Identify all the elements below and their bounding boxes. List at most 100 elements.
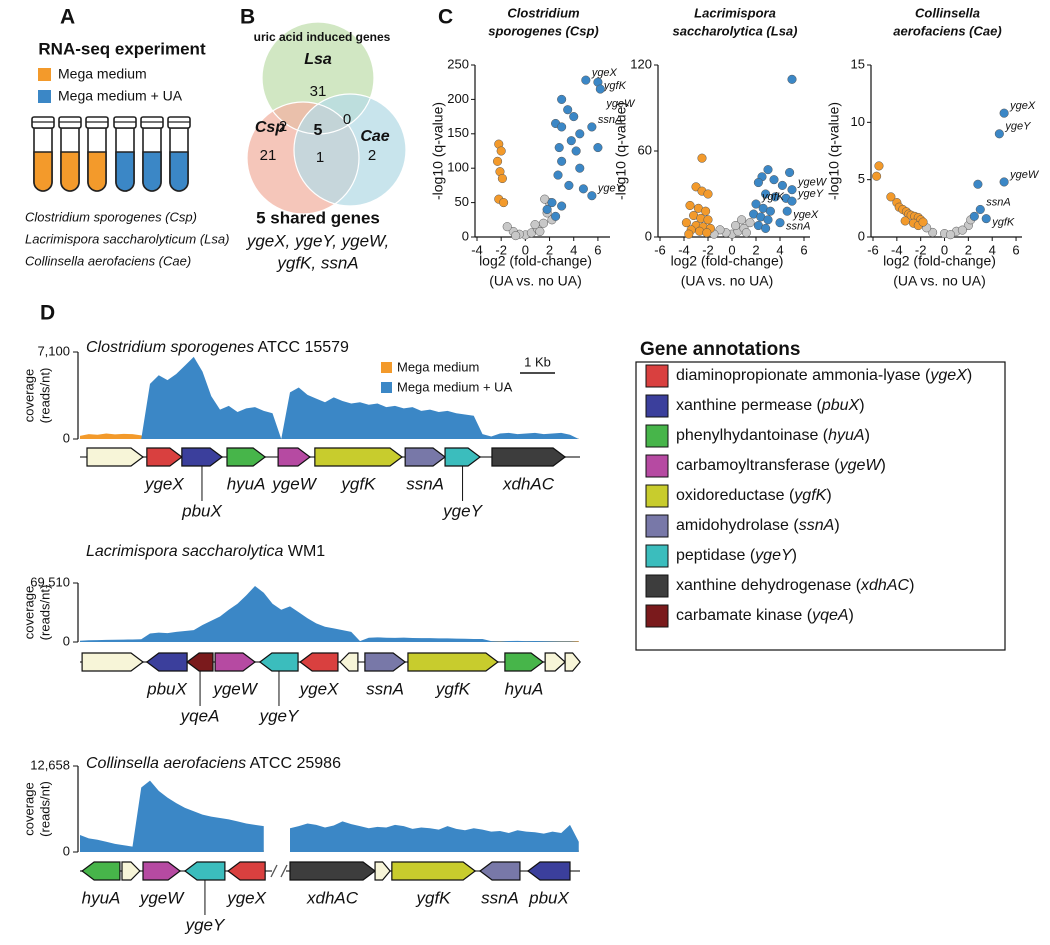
generated: Clostridium sporogenes (Csp) log2 (fold-ch…	[21, 5, 1039, 934]
y-axis-label: (reads/nt)	[37, 781, 52, 837]
point-label: ssnA	[786, 221, 810, 233]
venn-outline	[261, 21, 375, 135]
y-axis-label: -log10 (q-value)	[613, 102, 629, 200]
legend-text-part: xdhAC	[860, 577, 909, 594]
y-axis-label: coverage	[21, 782, 36, 835]
legend-text-part: )	[792, 547, 797, 564]
x-tick-label: -2	[915, 242, 927, 257]
gene-label: ygeX	[226, 888, 266, 907]
point	[557, 122, 567, 132]
chart-title: sporogenes (Csp)	[488, 23, 599, 38]
legend-title: Gene annotations	[640, 339, 800, 360]
gene	[391, 861, 477, 881]
venn-title: uric acid induced genes	[254, 30, 391, 44]
legend-text-part: hyuA	[828, 427, 864, 444]
x-axis-label: (UA vs. no UA)	[681, 273, 774, 289]
tube-liquid	[115, 151, 135, 192]
point-label: ygfK	[603, 80, 627, 92]
gene	[227, 861, 266, 881]
legend-label: carbamoyltransferase (ygeW)	[676, 457, 886, 474]
point-label: ygeY	[797, 188, 824, 200]
point	[593, 143, 603, 153]
point	[775, 218, 785, 228]
venn-count: 2	[279, 118, 287, 135]
gene	[564, 652, 581, 672]
break-gap	[272, 862, 286, 880]
point-label: ygeW	[605, 98, 636, 110]
gene	[214, 652, 256, 672]
gene-label: ssnA	[366, 679, 404, 698]
point	[945, 230, 956, 240]
axis-break	[270, 862, 288, 880]
panel-label: D	[40, 302, 55, 325]
venn-count: 2	[368, 147, 376, 164]
x-tick-label: 4	[776, 242, 783, 257]
point	[999, 177, 1009, 187]
x-tick-label: -6	[654, 242, 666, 257]
point-label: ygfK	[761, 191, 785, 203]
y-tick-label: 10	[851, 114, 865, 129]
y-tick-label: 0	[858, 228, 865, 243]
y-tick-label: 0	[63, 633, 70, 648]
point-label: ssnA	[598, 114, 622, 126]
y-axis-label: (reads/nt)	[37, 368, 52, 424]
x-tick-label: -4	[891, 242, 903, 257]
point	[765, 206, 775, 216]
legend-label: carbamate kinase (yqeA)	[676, 607, 854, 624]
legend-text-part: oxidoreductase (	[676, 487, 795, 504]
x-tick-label: -4	[678, 242, 690, 257]
legend-text-part: ygeY	[754, 547, 793, 564]
legend-box	[635, 361, 1006, 651]
x-tick-label: -6	[867, 242, 879, 257]
point	[886, 192, 896, 202]
legend-text-part: )	[881, 457, 886, 474]
gene-label: yqeA	[180, 706, 220, 725]
point	[587, 122, 597, 132]
legend-label: amidohydrolase (ssnA)	[676, 517, 840, 534]
point	[499, 198, 509, 208]
y-tick-label: 0	[63, 430, 70, 445]
tube-liquid	[142, 151, 162, 192]
y-tick-label: 15	[851, 56, 865, 71]
legend-text-part: ssnA	[799, 517, 835, 534]
gene-label: pbuX	[146, 679, 187, 698]
venn-count: 31	[310, 83, 327, 100]
scale-label: 1 Kb	[524, 354, 551, 369]
y-tick-label: 5	[858, 171, 865, 186]
y-tick-label: 120	[630, 56, 652, 71]
gene-label: xdhAC	[502, 474, 555, 493]
organism: Lacrimispora saccharolyticum (Lsa)	[25, 231, 229, 246]
gene	[491, 447, 567, 467]
point	[575, 129, 585, 139]
legend-label: phenylhydantoinase (hyuA)	[676, 427, 870, 444]
legend-swatch	[381, 382, 392, 393]
point	[569, 112, 579, 122]
y-tick-label: 0	[63, 843, 70, 858]
point	[981, 214, 991, 224]
venn-count: 1	[316, 149, 324, 166]
track-title: Clostridium sporogenes ATCC 15579	[86, 339, 349, 356]
y-tick-label: 150	[447, 125, 469, 140]
legend-swatch	[645, 364, 669, 388]
point	[563, 105, 573, 115]
point	[502, 222, 512, 232]
point	[975, 204, 985, 215]
gene	[145, 652, 188, 672]
legend-label: Mega medium + UA	[58, 88, 183, 104]
gene	[407, 652, 499, 672]
gene	[142, 861, 182, 881]
point	[761, 223, 771, 233]
y-axis-label: -log10 (q-value)	[826, 102, 842, 200]
y-tick-label: 250	[447, 56, 469, 71]
legend-text-part: amidohydrolase (	[676, 517, 799, 534]
x-tick-label: 0	[728, 242, 735, 257]
point	[787, 185, 797, 195]
x-axis-label: (UA vs. no UA)	[893, 273, 986, 289]
species: Clostridium sporogenes	[86, 339, 254, 356]
point	[874, 161, 884, 171]
venn-outline	[246, 101, 360, 215]
legend-text-part: ygeW	[839, 457, 883, 474]
point	[566, 136, 576, 146]
point	[761, 189, 771, 199]
gene-label: pbuX	[528, 888, 569, 907]
